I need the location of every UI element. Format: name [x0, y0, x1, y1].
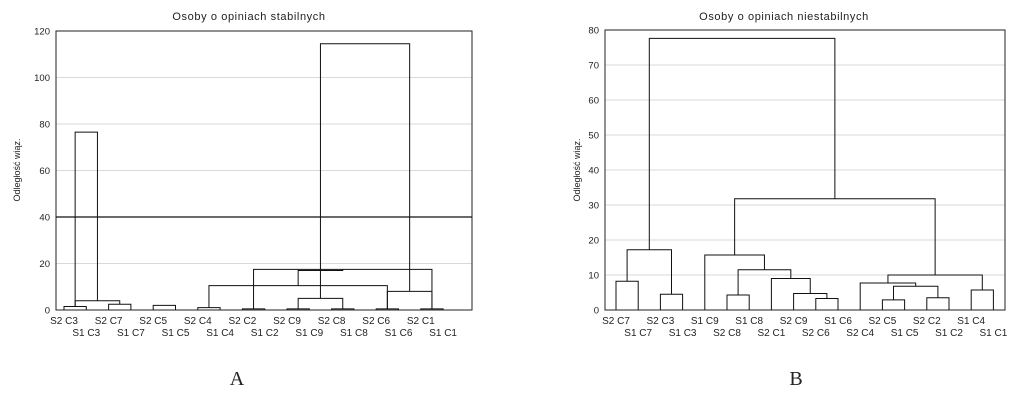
- dendrogram-panel-a: Osoby o opiniach stabilnych Odległość wi…: [12, 11, 473, 390]
- leaf-label: S2 C2: [229, 316, 257, 327]
- dendrogram-link: [615, 280, 639, 310]
- leaf-label: S2 C1: [407, 316, 435, 327]
- leaf-label: S1 C5: [162, 328, 190, 339]
- leaf-label: S1 C6: [824, 316, 852, 327]
- y-tick-label: 20: [39, 259, 50, 270]
- panel-label: A: [230, 368, 245, 390]
- leaf-label: S1 C8: [735, 316, 763, 327]
- chart-title: Osoby o opiniach niestabilnych: [699, 11, 869, 23]
- y-tick-labels: 0 10 20 30 40 50 60 70 80: [588, 26, 599, 317]
- leaf-label: S2 C9: [780, 316, 808, 327]
- leaf-label: S2 C9: [273, 316, 301, 327]
- leaf-label: S1 C4: [206, 328, 234, 339]
- dendrogram-link: [74, 300, 121, 307]
- y-tick-label: 40: [588, 166, 599, 177]
- dendrogram-link: [626, 249, 672, 295]
- chart-title: Osoby o opiniach stabilnych: [172, 11, 325, 23]
- y-tick-label: 70: [588, 61, 599, 72]
- y-tick-label: 100: [34, 73, 50, 84]
- y-axis-label: Odległość wiąz.: [572, 138, 582, 201]
- dendrogram-link: [704, 254, 765, 310]
- dendrogram-link: [63, 306, 87, 310]
- y-tick-label: 0: [594, 306, 599, 317]
- leaf-label: S1 C4: [957, 316, 985, 327]
- leaf-label: S1 C7: [117, 328, 145, 339]
- y-tick-label: 20: [588, 236, 599, 247]
- leaf-label: S1 C3: [669, 328, 697, 339]
- leaf-label: S1 C2: [935, 328, 963, 339]
- dendrogram-link: [108, 303, 132, 310]
- dendrogram-link: [926, 297, 950, 310]
- leaf-label: S1 C1: [980, 328, 1008, 339]
- leaf-label: S1 C9: [691, 316, 719, 327]
- dendrogram-link: [659, 293, 684, 310]
- leaf-label: S2 C8: [713, 328, 741, 339]
- y-tick-labels: 0 20 40 60 80 100 120: [34, 27, 50, 317]
- dendrogram-link: [152, 304, 176, 310]
- panel-label: B: [789, 368, 802, 390]
- leaf-label: S1 C1: [429, 328, 457, 339]
- dendrogram-link: [737, 269, 792, 295]
- y-axis-label: Odległość wiąz.: [12, 138, 22, 201]
- y-tick-label: 80: [39, 120, 50, 131]
- leaf-label: S2 C6: [802, 328, 830, 339]
- dendrogram-link: [815, 297, 839, 310]
- leaf-label: S1 C7: [624, 328, 652, 339]
- dendrogram-link: [386, 290, 433, 309]
- dendrogram-link: [297, 297, 344, 309]
- dendrogram-link: [726, 294, 750, 310]
- dendrogram-link: [648, 37, 836, 250]
- leaf-label: S2 C8: [318, 316, 346, 327]
- dendrogram-link: [793, 293, 828, 310]
- y-tick-label: 120: [34, 27, 50, 38]
- plot-frame: [604, 29, 1006, 311]
- y-tick-label: 30: [588, 201, 599, 212]
- dendrogram-links: [615, 37, 994, 310]
- dendrogram-link: [970, 289, 994, 310]
- grid-lines: [605, 64, 1005, 276]
- leaf-label: S1 C2: [251, 328, 279, 339]
- dendrogram-link: [770, 278, 811, 310]
- y-tick-label: 80: [588, 26, 599, 37]
- y-tick-label: 40: [39, 213, 50, 224]
- dendrogram-panel-b: Osoby o opiniach niestabilnych Odległość…: [572, 11, 1008, 390]
- leaf-label: S2 C2: [913, 316, 941, 327]
- leaf-label: S2 C5: [139, 316, 167, 327]
- y-tick-label: 60: [39, 166, 50, 177]
- leaf-label: S2 C6: [362, 316, 390, 327]
- y-tick-label: 10: [588, 271, 599, 282]
- leaf-label: S2 C7: [95, 316, 123, 327]
- leaf-label: S2 C1: [758, 328, 786, 339]
- plot-frame: [55, 30, 473, 311]
- leaf-label: S1 C8: [340, 328, 368, 339]
- dendrogram-link: [859, 282, 917, 310]
- dendrogram-link: [881, 299, 906, 310]
- dendrogram-link: [887, 274, 983, 291]
- dendrogram-link: [319, 43, 411, 299]
- y-tick-label: 60: [588, 96, 599, 107]
- leaf-label: S2 C4: [184, 316, 212, 327]
- leaf-label: S2 C5: [869, 316, 897, 327]
- leaf-label: S2 C7: [602, 316, 630, 327]
- leaf-label: S1 C9: [295, 328, 323, 339]
- leaf-label: S2 C4: [846, 328, 874, 339]
- leaf-label: S1 C3: [72, 328, 100, 339]
- leaf-label: S1 C5: [891, 328, 919, 339]
- y-tick-label: 0: [45, 306, 50, 317]
- y-tick-label: 50: [588, 131, 599, 142]
- leaf-label: S2 C3: [50, 316, 78, 327]
- dendrogram-links: [56, 43, 472, 310]
- dendrogram-link: [74, 131, 98, 307]
- leaf-label: S2 C3: [647, 316, 675, 327]
- leaf-label: S1 C6: [385, 328, 413, 339]
